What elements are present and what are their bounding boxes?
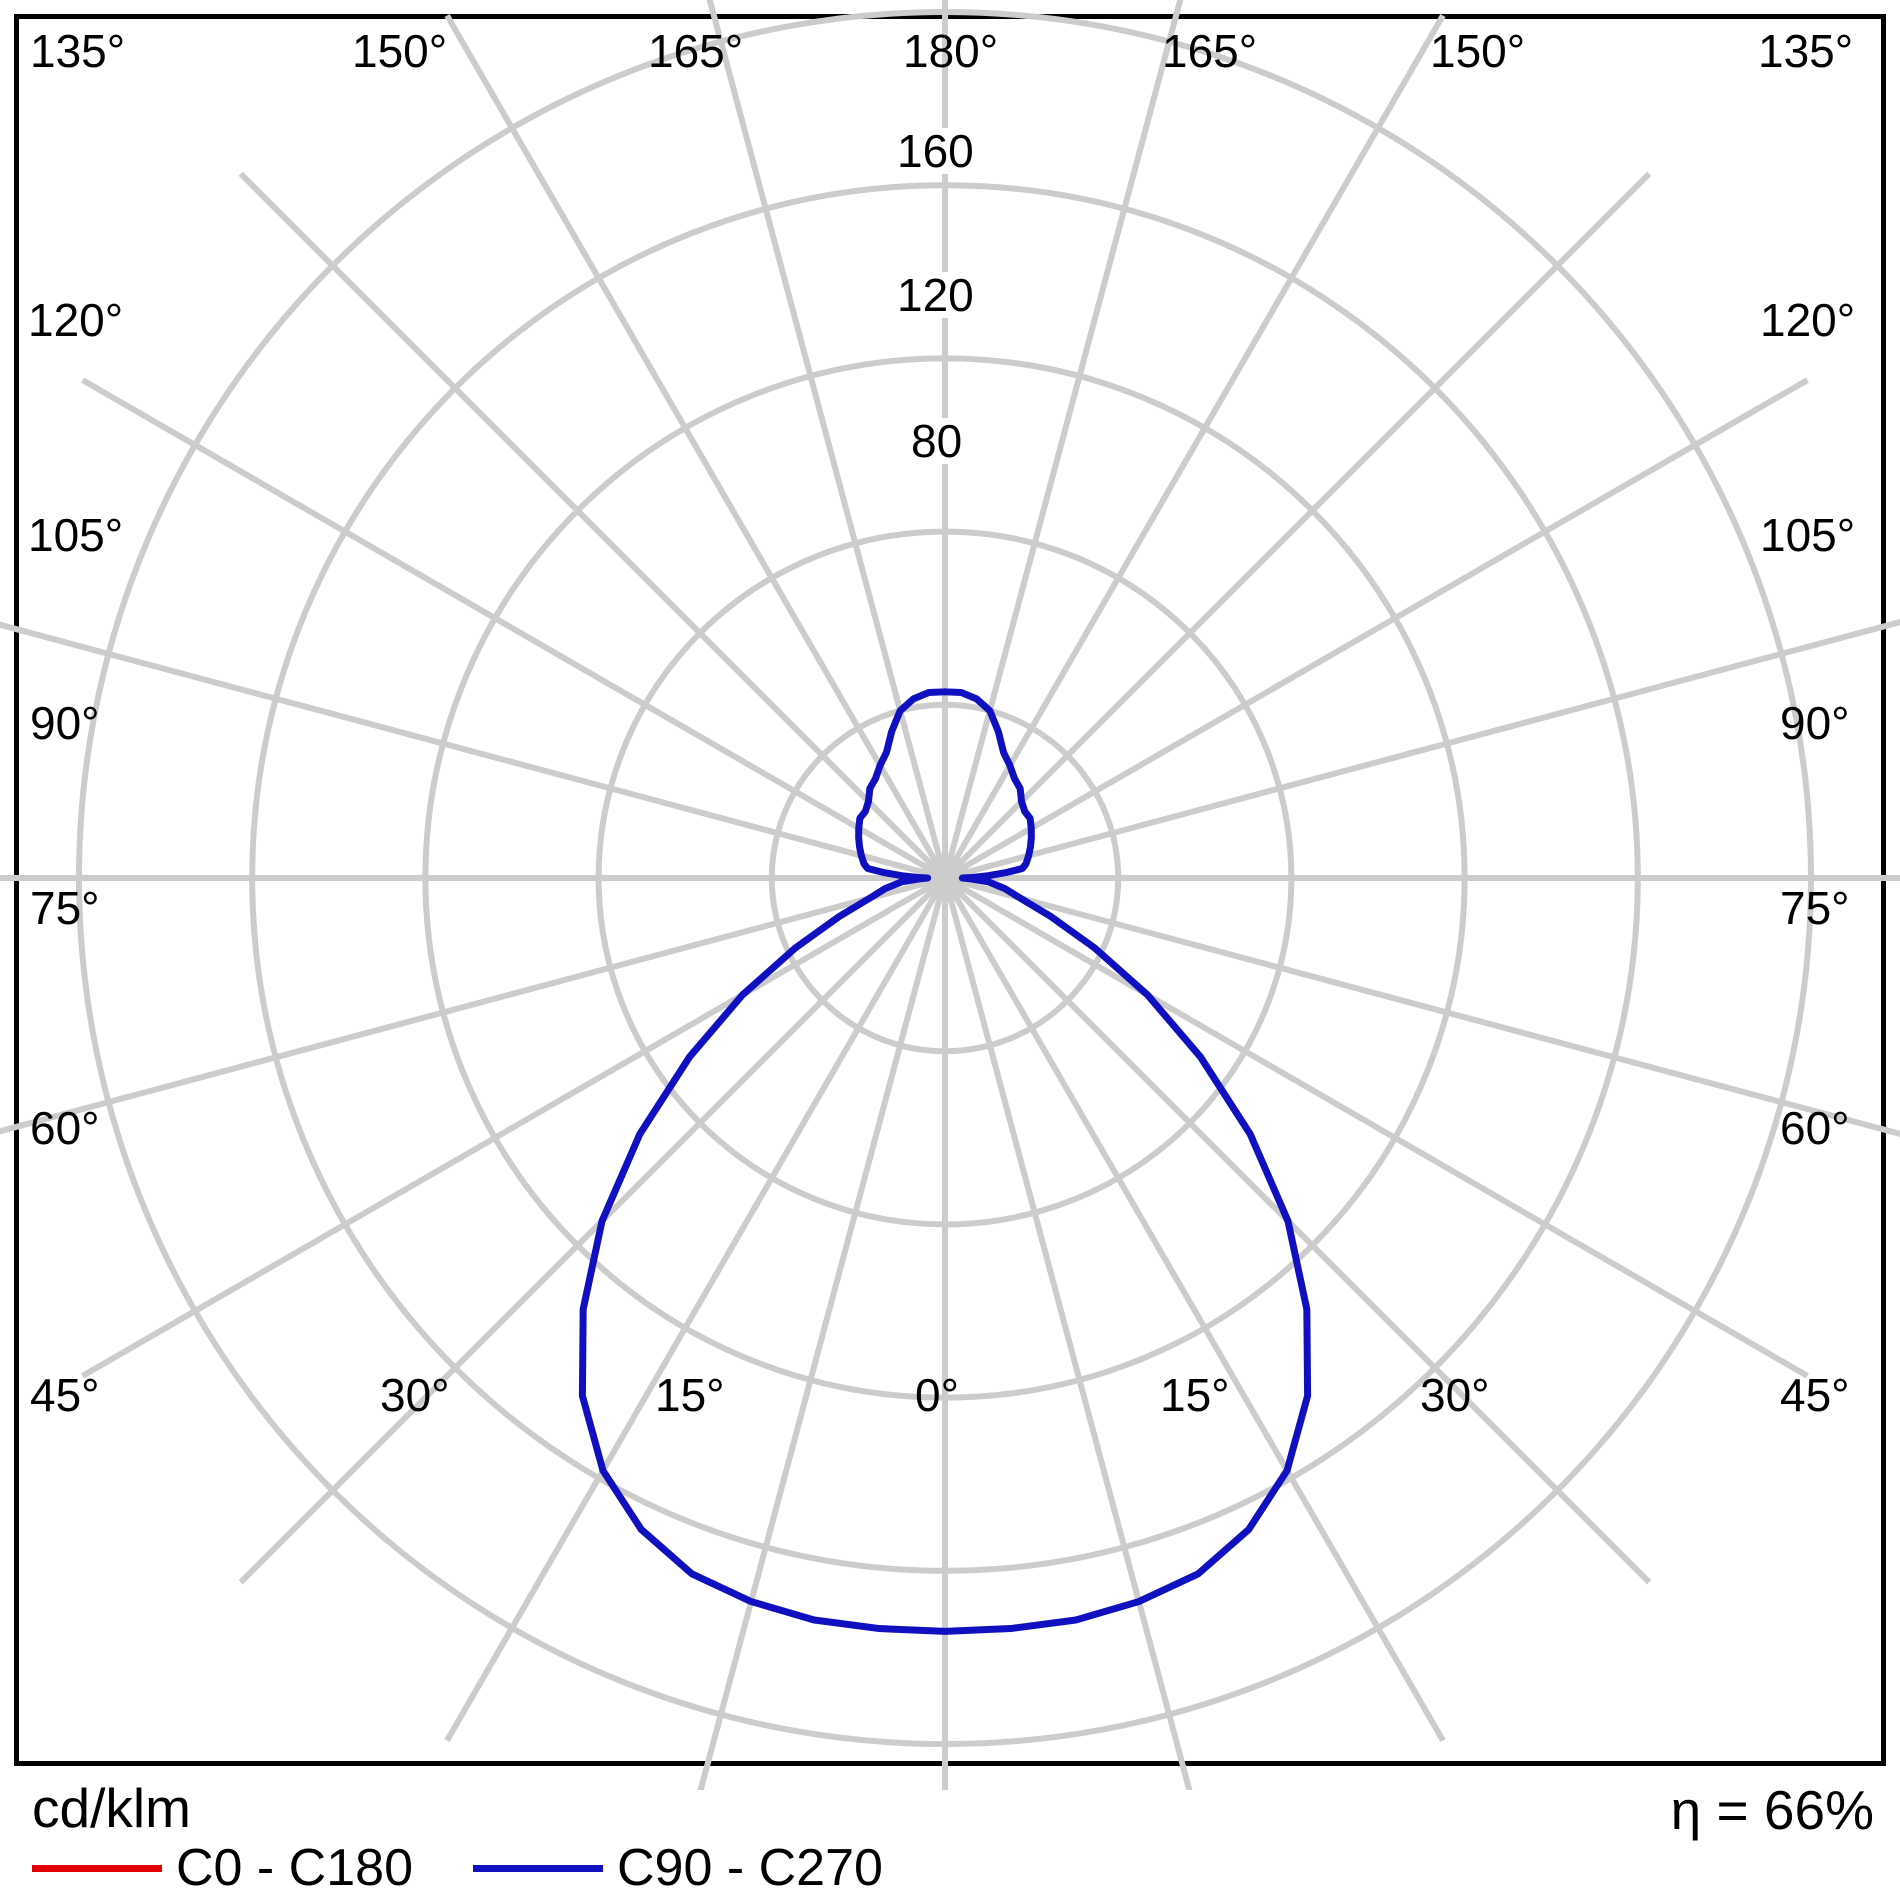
radial-tick-label: 80 bbox=[904, 418, 970, 464]
angular-tick-label-bottom: 30° bbox=[380, 1369, 450, 1421]
angular-tick-label-top: 150° bbox=[352, 25, 448, 77]
angular-tick-label-bottom: 15° bbox=[1160, 1369, 1230, 1421]
angular-tick-label-left: 45° bbox=[30, 1369, 100, 1421]
angular-tick-label-right: 90° bbox=[1780, 697, 1850, 749]
angular-tick-label-bottom: 0° bbox=[915, 1369, 959, 1421]
radial-tick-label: 120 bbox=[890, 272, 981, 318]
angular-tick-label-left: 60° bbox=[30, 1102, 100, 1154]
legend-color-swatch bbox=[32, 1864, 162, 1872]
angular-tick-label-right: 60° bbox=[1780, 1102, 1850, 1154]
angular-tick-label-left: 135° bbox=[30, 25, 126, 77]
legend-label: C90 - C270 bbox=[617, 1839, 883, 1897]
legend-color-swatch bbox=[473, 1864, 603, 1872]
angular-tick-label-left: 75° bbox=[30, 882, 100, 934]
angular-tick-label-bottom: 30° bbox=[1420, 1369, 1490, 1421]
angular-tick-label-right: 120° bbox=[1760, 294, 1856, 346]
radial-tick-label: 160 bbox=[890, 128, 981, 174]
legend-label: C0 - C180 bbox=[176, 1839, 413, 1897]
angular-tick-label-top: 165° bbox=[648, 25, 744, 77]
angular-tick-label-left: 120° bbox=[28, 294, 124, 346]
angular-tick-label-top: 150° bbox=[1430, 25, 1526, 77]
angular-tick-label-right: 75° bbox=[1780, 882, 1850, 934]
efficiency-label: η = 66% bbox=[1670, 1779, 1874, 1841]
angular-tick-label-right: 45° bbox=[1780, 1369, 1850, 1421]
angular-tick-label-left: 105° bbox=[28, 509, 124, 561]
legend-item: C0 - C180 bbox=[32, 1842, 413, 1894]
angular-tick-label-bottom: 15° bbox=[655, 1369, 725, 1421]
angular-tick-label-top: 165° bbox=[1162, 25, 1258, 77]
unit-label: cd/klm bbox=[32, 1777, 191, 1839]
legend-entries: C0 - C180 C90 - C270 bbox=[32, 1842, 943, 1894]
legend: cd/klm η = 66% C0 - C180 C90 - C270 bbox=[0, 1770, 1900, 1900]
angular-tick-label-left: 90° bbox=[30, 697, 100, 749]
legend-item: C90 - C270 bbox=[473, 1842, 883, 1894]
angular-tick-label-top: 180° bbox=[903, 25, 999, 77]
angular-tick-label-right: 135° bbox=[1758, 25, 1854, 77]
angular-tick-label-right: 105° bbox=[1760, 509, 1856, 561]
